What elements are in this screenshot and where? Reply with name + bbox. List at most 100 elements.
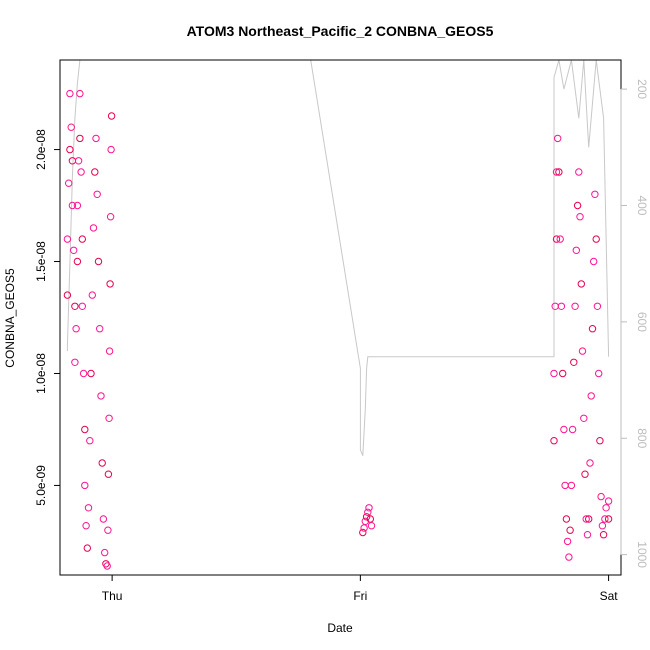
data-point xyxy=(577,280,585,288)
data-point xyxy=(555,168,563,176)
data-point xyxy=(97,392,105,400)
data-point xyxy=(575,168,583,176)
data-point xyxy=(367,522,376,530)
data-point xyxy=(77,168,85,176)
data-point xyxy=(72,325,80,333)
data-point xyxy=(66,89,74,98)
data-point xyxy=(583,531,592,539)
data-point xyxy=(604,497,613,505)
data-point xyxy=(94,257,103,266)
y-right-tick-label: 800 xyxy=(635,428,649,448)
data-point xyxy=(576,213,584,221)
data-point xyxy=(560,425,568,434)
data-point xyxy=(588,325,597,333)
y-right-tick-label: 1000 xyxy=(635,541,649,568)
y-tick-label: 5.0e-09 xyxy=(34,465,48,506)
data-point xyxy=(83,544,92,552)
x-axis-label: Date xyxy=(327,621,353,635)
data-point xyxy=(587,392,595,400)
data-point xyxy=(87,369,95,378)
pressure-line xyxy=(66,59,610,456)
data-point xyxy=(567,481,576,490)
data-point xyxy=(578,347,587,355)
data-point xyxy=(359,528,367,537)
data-point xyxy=(106,280,114,288)
data-point xyxy=(599,531,608,539)
y-axis-label: CONBNA_GEOS5 xyxy=(3,268,17,368)
data-point xyxy=(81,425,89,434)
data-point xyxy=(106,213,115,221)
data-point xyxy=(93,190,101,199)
data-point xyxy=(104,526,112,534)
data-point xyxy=(66,145,74,154)
data-point xyxy=(557,302,566,310)
data-point xyxy=(71,302,79,310)
y-axis-left: 5.0e-09 1.0e-08 1.5e-08 2.0e-08 xyxy=(34,129,60,506)
data-point xyxy=(604,515,613,523)
data-point xyxy=(365,504,373,512)
data-point xyxy=(88,291,97,299)
y-right-tick-label: 600 xyxy=(635,312,649,332)
data-point xyxy=(68,201,77,210)
data-point xyxy=(366,515,374,523)
data-point xyxy=(73,201,82,210)
y-right-tick-label: 200 xyxy=(635,79,649,99)
data-point xyxy=(552,168,561,176)
y-axis-right: 200 400 600 800 1000 xyxy=(620,79,649,568)
data-point xyxy=(76,134,84,143)
data-point xyxy=(101,548,109,557)
data-point xyxy=(105,414,113,422)
data-point xyxy=(71,358,79,366)
data-point xyxy=(591,190,599,199)
data-point xyxy=(99,515,108,523)
data-point xyxy=(563,537,572,546)
data-point xyxy=(362,513,371,521)
data-point xyxy=(592,235,600,243)
data-point xyxy=(598,522,607,530)
data-point xyxy=(91,168,99,176)
data-point xyxy=(79,369,88,378)
data-point xyxy=(73,257,82,266)
data-point xyxy=(89,224,98,232)
x-tick-label: Fri xyxy=(353,589,367,603)
data-point xyxy=(92,134,100,143)
data-point xyxy=(570,358,578,366)
data-point xyxy=(107,145,115,154)
data-point xyxy=(84,504,93,512)
data-point xyxy=(602,504,610,512)
data-point xyxy=(105,347,114,355)
data-point xyxy=(568,425,577,434)
data-point xyxy=(63,235,72,243)
data-points-layer xyxy=(63,89,613,570)
data-point xyxy=(86,437,94,445)
data-point xyxy=(63,291,72,299)
data-point xyxy=(595,369,603,378)
pressure-line-layer xyxy=(66,59,610,456)
y-tick-label: 1.0e-08 xyxy=(34,353,48,394)
data-point xyxy=(82,522,90,530)
data-point xyxy=(562,515,571,523)
data-point xyxy=(586,459,594,467)
data-point xyxy=(65,179,73,187)
x-tick-label: Thu xyxy=(102,589,123,603)
data-point xyxy=(565,553,573,561)
data-point xyxy=(550,369,558,378)
data-point xyxy=(78,235,87,243)
data-point xyxy=(601,515,609,523)
data-point xyxy=(585,515,593,523)
y-tick-label: 1.5e-08 xyxy=(34,241,48,282)
y-right-tick-label: 400 xyxy=(635,195,649,215)
data-point xyxy=(590,257,598,266)
data-point xyxy=(96,325,104,333)
data-point xyxy=(67,123,75,131)
data-point xyxy=(556,235,564,243)
data-point xyxy=(581,470,589,478)
chart-title: ATOM3 Northeast_Pacific_2 CONBNA_GEOS5 xyxy=(187,23,494,39)
data-point xyxy=(566,526,574,534)
data-point xyxy=(107,112,116,120)
data-point xyxy=(550,437,558,445)
data-point xyxy=(70,246,78,255)
data-point xyxy=(98,459,106,467)
data-point xyxy=(364,508,372,516)
